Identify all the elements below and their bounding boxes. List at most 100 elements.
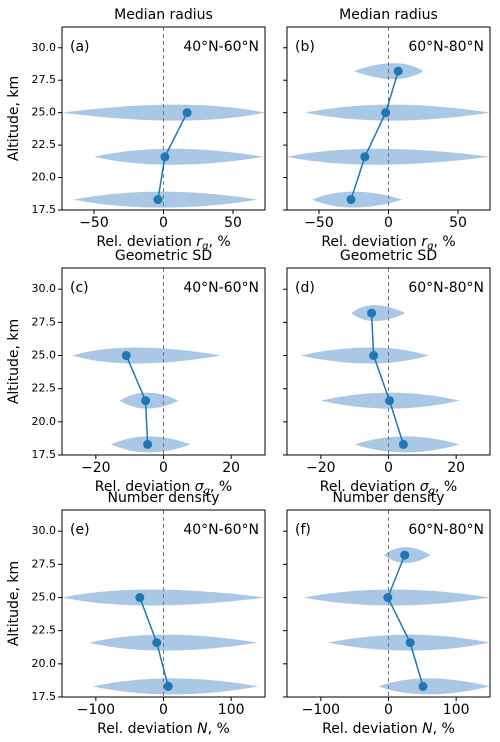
median-point bbox=[418, 681, 428, 691]
y-axis-label: Altitude, km bbox=[6, 319, 22, 404]
violin bbox=[92, 678, 259, 695]
violin bbox=[89, 634, 259, 651]
y-tick-label: 25.0 bbox=[32, 106, 57, 119]
median-line bbox=[370, 313, 405, 445]
x-tick-label: −50 bbox=[304, 215, 334, 231]
x-label-subscript: g bbox=[204, 486, 210, 497]
y-tick-label: 22.5 bbox=[32, 382, 57, 395]
plot-area bbox=[303, 510, 490, 697]
x-label-symbol: r bbox=[196, 234, 203, 250]
panel-label: (e) bbox=[70, 522, 90, 538]
axes-frame bbox=[61, 509, 266, 698]
region-label: 60°N-80°N bbox=[408, 522, 484, 538]
median-point bbox=[385, 396, 395, 406]
x-axis-label: Rel. deviation σg, % bbox=[95, 479, 232, 497]
median-point bbox=[398, 439, 408, 449]
x-tick-label: 0 bbox=[384, 460, 393, 476]
plot-area bbox=[287, 27, 490, 210]
plot-area bbox=[72, 268, 222, 455]
panel-title: Geometric SD bbox=[115, 248, 212, 264]
panel: Median radius −50 0 50 Rel. deviation rg, % (… bbox=[283, 7, 491, 252]
median-point bbox=[182, 108, 192, 118]
panel-title: Median radius bbox=[339, 7, 438, 23]
y-tick-label: 17.5 bbox=[32, 203, 57, 216]
region-label: 40°N-60°N bbox=[183, 280, 259, 296]
panel-label: (d) bbox=[295, 280, 315, 296]
x-axis-label: Rel. deviation rg, % bbox=[96, 234, 230, 252]
y-tick-label: 17.5 bbox=[32, 690, 57, 703]
y-tick-label: 22.5 bbox=[32, 138, 57, 151]
x-label-text: Rel. deviation bbox=[97, 721, 197, 737]
x-tick-label: 50 bbox=[449, 215, 467, 231]
median-point bbox=[160, 152, 170, 162]
x-tick-label: 0 bbox=[384, 215, 393, 231]
panel: Median radius −50 0 50 17.5 20.0 22.5 25.0 27.5 3… bbox=[6, 7, 266, 252]
median-line bbox=[350, 70, 399, 200]
violin bbox=[303, 589, 490, 606]
x-label-unit: , % bbox=[208, 721, 230, 737]
median-point bbox=[135, 593, 145, 603]
median-point bbox=[121, 351, 131, 361]
median-point bbox=[393, 66, 403, 76]
x-label-text: Rel. deviation bbox=[95, 479, 195, 495]
violin bbox=[305, 104, 490, 121]
median-point bbox=[381, 108, 391, 118]
x-axis-label: Rel. deviation rg, % bbox=[321, 234, 455, 252]
x-tick-label: 0 bbox=[159, 460, 168, 476]
y-tick-label: 20.0 bbox=[32, 657, 57, 670]
x-axis-label: Rel. deviation N, % bbox=[97, 721, 230, 737]
median-line bbox=[387, 554, 424, 687]
median-point bbox=[152, 638, 162, 648]
x-tick-label: 0 bbox=[384, 702, 393, 718]
panel: Geometric SD −20 0 20 Rel. deviation σg, % (d… bbox=[283, 248, 491, 497]
violin bbox=[312, 191, 403, 208]
violin bbox=[93, 148, 264, 165]
panel-label: (c) bbox=[70, 280, 89, 296]
x-label-text: Rel. deviation bbox=[320, 479, 420, 495]
x-axis-label: Rel. deviation σg, % bbox=[320, 479, 457, 497]
median-point bbox=[163, 681, 173, 691]
x-tick-label: −20 bbox=[306, 460, 336, 476]
median-point bbox=[405, 638, 415, 648]
y-axis-label: Altitude, km bbox=[6, 561, 22, 646]
median-point bbox=[360, 152, 370, 162]
panel-label: (f) bbox=[295, 522, 311, 538]
plot-area bbox=[300, 268, 460, 455]
median-point bbox=[383, 593, 393, 603]
y-tick-label: 27.5 bbox=[32, 73, 57, 86]
axes-frame bbox=[61, 267, 266, 456]
panel-label: (b) bbox=[295, 39, 315, 55]
median-point bbox=[153, 195, 163, 205]
violin bbox=[300, 347, 430, 364]
panel-title: Number density bbox=[107, 490, 219, 506]
x-label-unit: , % bbox=[208, 234, 230, 250]
x-axis-label: Rel. deviation N, % bbox=[322, 721, 455, 737]
panel: Number density −100 0 100 17.5 20.0 22.5 25.0 27… bbox=[6, 490, 266, 737]
x-label-symbol: σ bbox=[420, 479, 430, 495]
panel-title: Median radius bbox=[114, 7, 213, 23]
panel: Number density −100 0 100 Rel. deviation N, … bbox=[283, 490, 491, 737]
y-tick-label: 17.5 bbox=[32, 448, 57, 461]
x-tick-label: −20 bbox=[81, 460, 111, 476]
x-tick-label: 20 bbox=[447, 460, 465, 476]
x-label-text: Rel. deviation bbox=[322, 721, 422, 737]
x-label-unit: , % bbox=[433, 721, 455, 737]
median-point bbox=[141, 396, 151, 406]
x-label-subscript: g bbox=[427, 241, 433, 252]
region-label: 40°N-60°N bbox=[183, 39, 259, 55]
x-label-text: Rel. deviation bbox=[321, 234, 421, 250]
x-label-subscript: g bbox=[202, 241, 208, 252]
x-tick-label: −100 bbox=[77, 702, 115, 718]
region-label: 40°N-60°N bbox=[183, 522, 259, 538]
y-tick-label: 25.0 bbox=[32, 349, 57, 362]
y-tick-label: 27.5 bbox=[32, 315, 57, 328]
x-tick-label: 100 bbox=[443, 702, 470, 718]
x-tick-label: −100 bbox=[302, 702, 340, 718]
y-tick-label: 25.0 bbox=[32, 591, 57, 604]
x-label-text: Rel. deviation bbox=[96, 234, 196, 250]
violin bbox=[351, 305, 406, 322]
panel-title: Geometric SD bbox=[340, 248, 437, 264]
x-label-subscript: g bbox=[429, 486, 435, 497]
x-tick-label: 0 bbox=[159, 702, 168, 718]
